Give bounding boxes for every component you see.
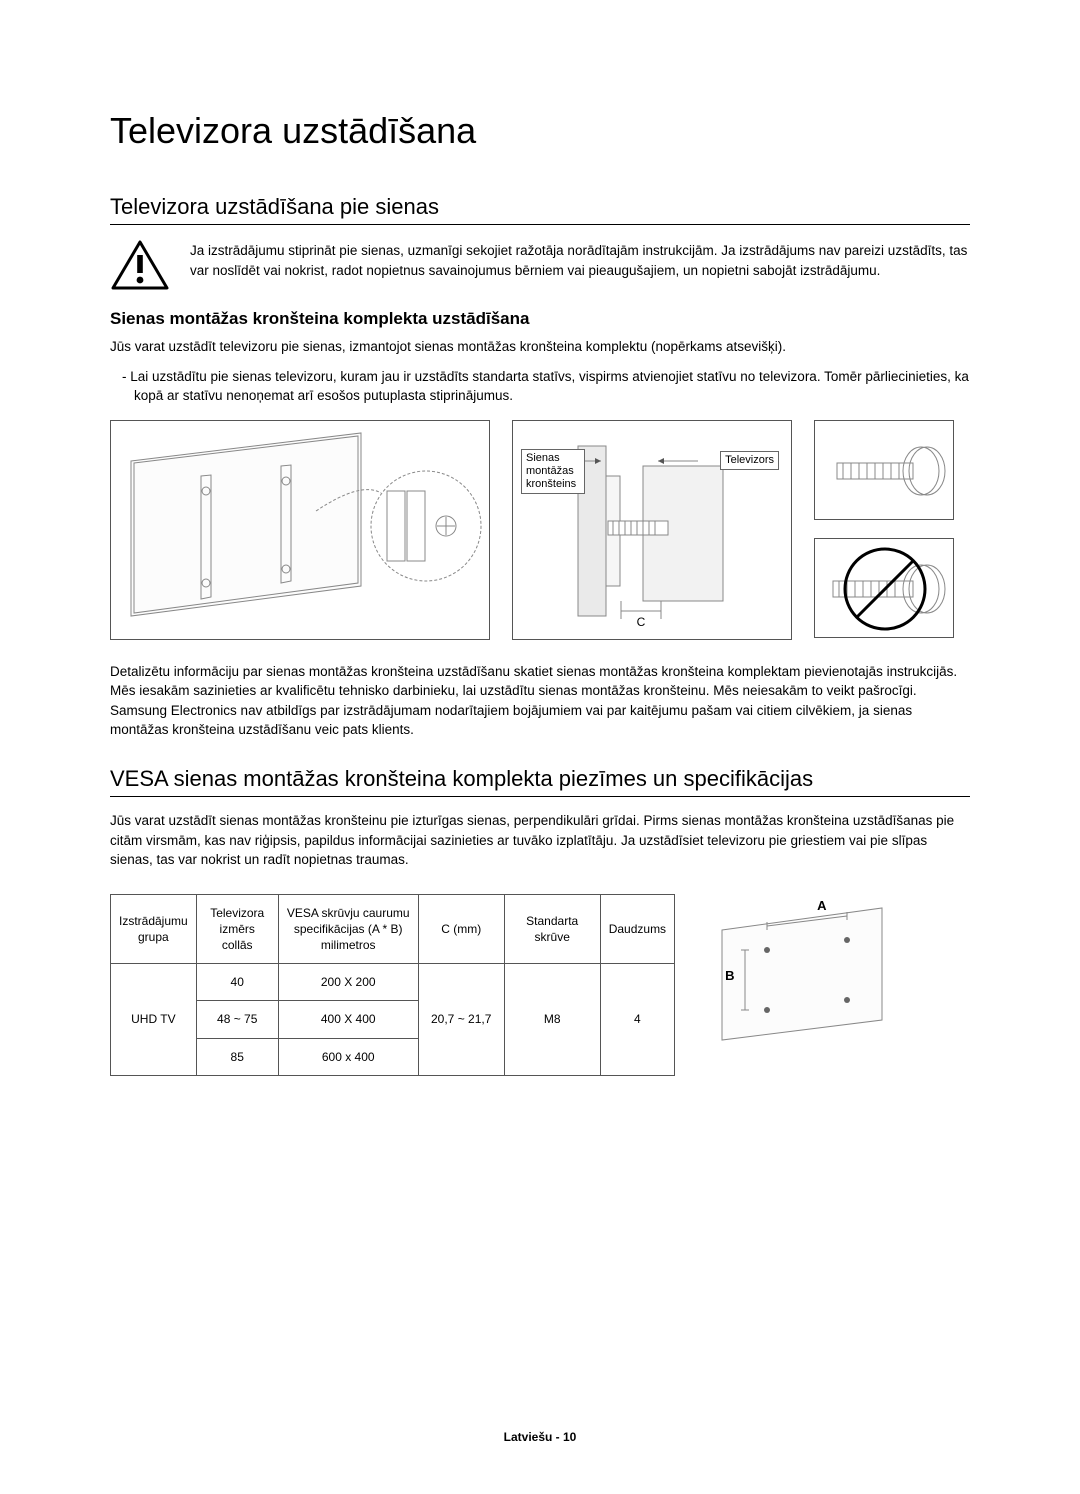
th-group: Izstrādājumu grupa <box>111 894 197 964</box>
diagram-screw-no <box>814 538 954 638</box>
cell-size: 85 <box>196 1038 278 1075</box>
label-tv: Televizors <box>720 451 779 470</box>
table-header-row: Izstrādājumu grupa Televizora izmērs col… <box>111 894 675 964</box>
label-b: B <box>725 968 734 983</box>
page-footer: Latviešu - 10 <box>0 1430 1080 1444</box>
label-wall-bracket: Sienas montāžas kronšteins <box>521 449 585 495</box>
warning-block: Ja izstrādājumu stiprināt pie sienas, uz… <box>110 239 970 291</box>
subsection-bracket-heading: Sienas montāžas kronšteina komplekta uzs… <box>110 309 970 329</box>
vesa-table-row: Izstrādājumu grupa Televizora izmērs col… <box>110 880 970 1076</box>
vesa-ab-diagram: A B <box>697 890 907 1050</box>
th-cmm: C (mm) <box>418 894 504 964</box>
th-vesa: VESA skrūvju caurumu specifikācijas (A *… <box>278 894 418 964</box>
table-row: UHD TV 40 200 X 200 20,7 ~ 21,7 M8 4 <box>111 964 675 1001</box>
cell-group: UHD TV <box>111 964 197 1076</box>
label-c-dimension: C <box>631 615 651 629</box>
cell-vesa: 200 X 200 <box>278 964 418 1001</box>
warning-text: Ja izstrādājumu stiprināt pie sienas, uz… <box>190 241 970 280</box>
cell-vesa: 400 X 400 <box>278 1001 418 1038</box>
diagram-tv-rear <box>110 420 490 640</box>
th-qty: Daudzums <box>600 894 674 964</box>
diagram-screw-ok <box>814 420 954 520</box>
label-a: A <box>817 898 826 913</box>
cell-size: 40 <box>196 964 278 1001</box>
section-wall-mount-heading: Televizora uzstādīšana pie sienas <box>110 194 970 225</box>
cell-qty: 4 <box>600 964 674 1076</box>
bracket-intro: Jūs varat uzstādīt televizoru pie sienas… <box>110 337 970 357</box>
th-size: Televizora izmērs collās <box>196 894 278 964</box>
cell-size: 48 ~ 75 <box>196 1001 278 1038</box>
cell-vesa: 600 x 400 <box>278 1038 418 1075</box>
bracket-details-text: Detalizētu informāciju par sienas montāž… <box>110 662 970 740</box>
diagram-screw-column <box>814 420 954 638</box>
page-title: Televizora uzstādīšana <box>110 110 970 152</box>
mounting-diagram-row: Sienas montāžas kronšteins Televizors C <box>110 420 970 640</box>
section-vesa-heading: VESA sienas montāžas kronšteina komplekt… <box>110 766 970 797</box>
vesa-intro: Jūs varat uzstādīt sienas montāžas kronš… <box>110 811 970 870</box>
warning-icon <box>110 239 170 291</box>
th-screw: Standarta skrūve <box>504 894 600 964</box>
cell-cmm: 20,7 ~ 21,7 <box>418 964 504 1076</box>
vesa-spec-table: Izstrādājumu grupa Televizora izmērs col… <box>110 894 675 1076</box>
cell-screw: M8 <box>504 964 600 1076</box>
diagram-cross-section: Sienas montāžas kronšteins Televizors C <box>512 420 792 640</box>
bracket-notes-list: Lai uzstādītu pie sienas televizoru, kur… <box>110 367 970 406</box>
bracket-note-1: Lai uzstādītu pie sienas televizoru, kur… <box>122 367 970 406</box>
